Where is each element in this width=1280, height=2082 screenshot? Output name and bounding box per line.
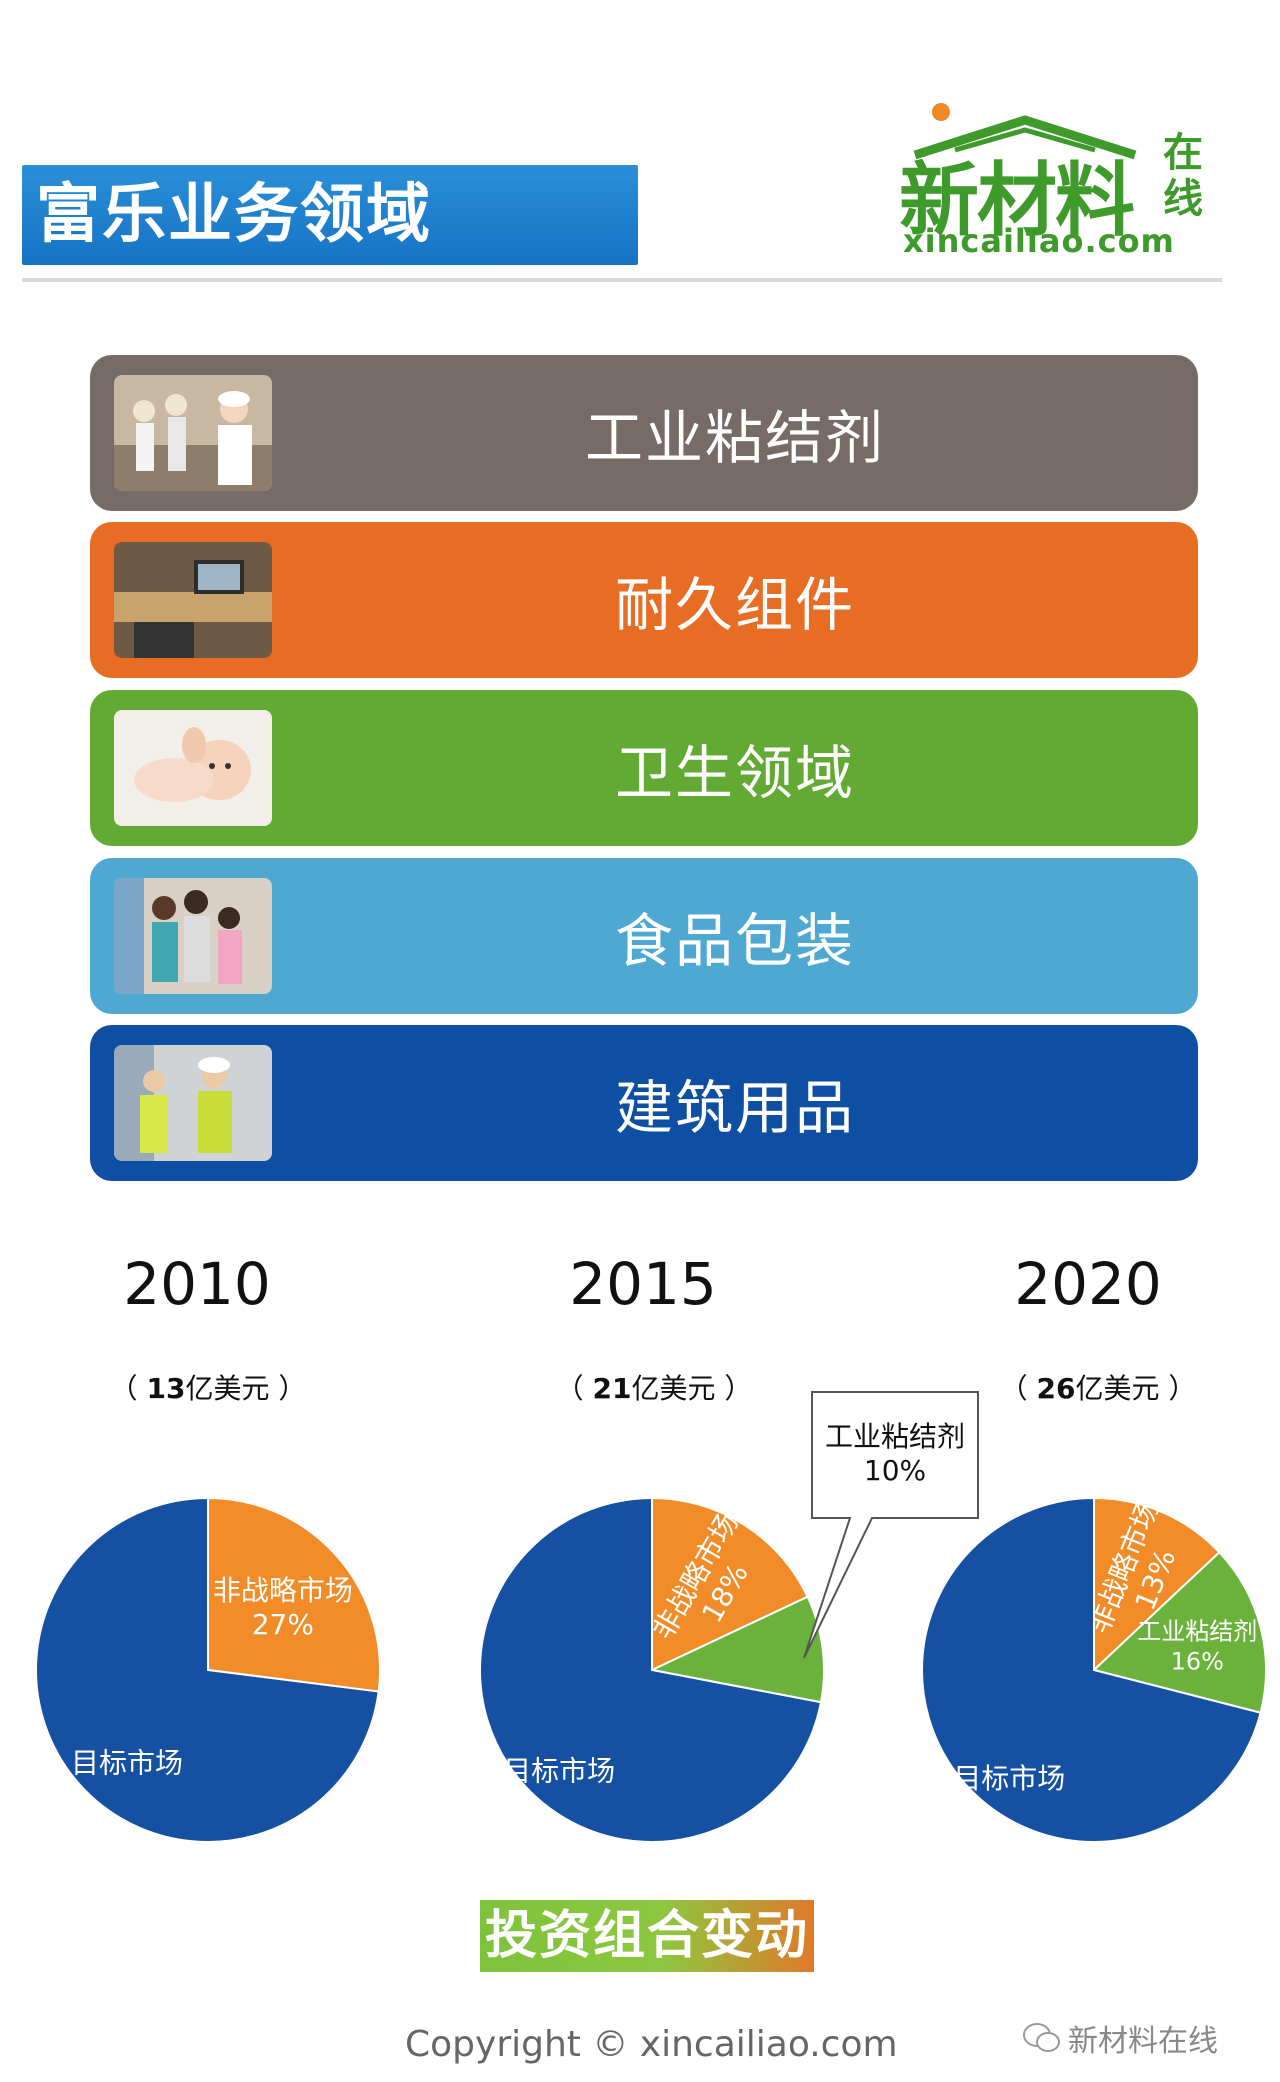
logo-name: 新材料 [899,154,1135,247]
pie-slice [207,1496,382,1693]
watermark: 新材料在线 [1022,2016,1218,2060]
pie-slice-label: 目标市场 [71,1747,183,1780]
business-area-band: 耐久组件 [90,522,1198,678]
brand-logo: 新材料 在线 xincailiao.com [895,100,1225,260]
pie-slice [651,1496,809,1672]
callout-value: 10% [863,1454,927,1487]
wechat-icon [1023,2023,1060,2052]
year-2015: 2015 [569,1250,717,1318]
house-roof-icon [913,103,1137,160]
desk-photo [114,542,272,658]
pie-slice [1091,1550,1268,1714]
business-area-label: 卫生领域 [614,739,855,807]
callout-box [803,1391,979,1659]
amount-2015: （ 21亿美元 ） [555,1372,753,1405]
logo-side-text: 在线 [1163,130,1203,222]
pie-charts: 非战略市场27%目标市场非战略市场18%目标市场非战略市场13%工业粘结剂16%… [35,1496,1268,1843]
business-area-label: 工业粘结剂 [584,404,885,472]
copyright-text: Copyright © xincailiao.com [405,2024,898,2065]
baby-photo [114,710,272,826]
business-area-band: 食品包装 [90,858,1198,1014]
amount-2010: （ 13亿美元 ） [109,1372,307,1405]
portfolio-change-label: 投资组合变动 [480,1900,814,1972]
pie-slice [921,1496,1262,1843]
business-area-label: 食品包装 [614,907,855,975]
slice-label-text: 目标市场 [953,1762,1065,1795]
callout-label: 工业粘结剂 [824,1420,965,1453]
callout-text: 工业粘结剂 10% [812,1420,978,1488]
slice-label-text: 非战略市场 [213,1574,353,1607]
slice-label-text: 目标市场 [503,1754,615,1787]
business-area-label: 建筑用品 [614,1074,855,1142]
watermark-text: 新材料在线 [1068,2024,1218,2059]
family-shopping-photo [114,878,272,994]
slice-value-text: 27% [252,1608,314,1641]
amount-2020: （ 26亿美元 ） [999,1372,1197,1405]
workers-photo [114,375,272,491]
page-title-text: 富乐业务领域 [36,178,432,252]
slice-label-text: 目标市场 [71,1747,183,1780]
pie-slice [648,1595,825,1704]
logo-url: xincailiao.com [903,222,1175,260]
construction-photo [114,1045,272,1161]
year-2020: 2020 [1014,1250,1162,1318]
pie-slice-label: 目标市场 [953,1762,1065,1795]
page-title: 富乐业务领域 [22,165,638,265]
business-area-band: 工业粘结剂 [90,355,1198,511]
pie-slice [1093,1496,1221,1673]
business-area-band: 建筑用品 [90,1025,1198,1181]
pie-slice-label: 目标市场 [503,1754,615,1787]
business-area-band: 卫生领域 [90,690,1198,846]
slice-value-text: 16% [1171,1647,1224,1675]
slice-label-text: 工业粘结剂 [1137,1617,1257,1645]
header-divider [22,278,1222,282]
business-area-label: 耐久组件 [614,571,855,639]
pie-slice [479,1496,823,1843]
pie-slice [35,1496,380,1843]
year-2010: 2010 [123,1250,271,1318]
